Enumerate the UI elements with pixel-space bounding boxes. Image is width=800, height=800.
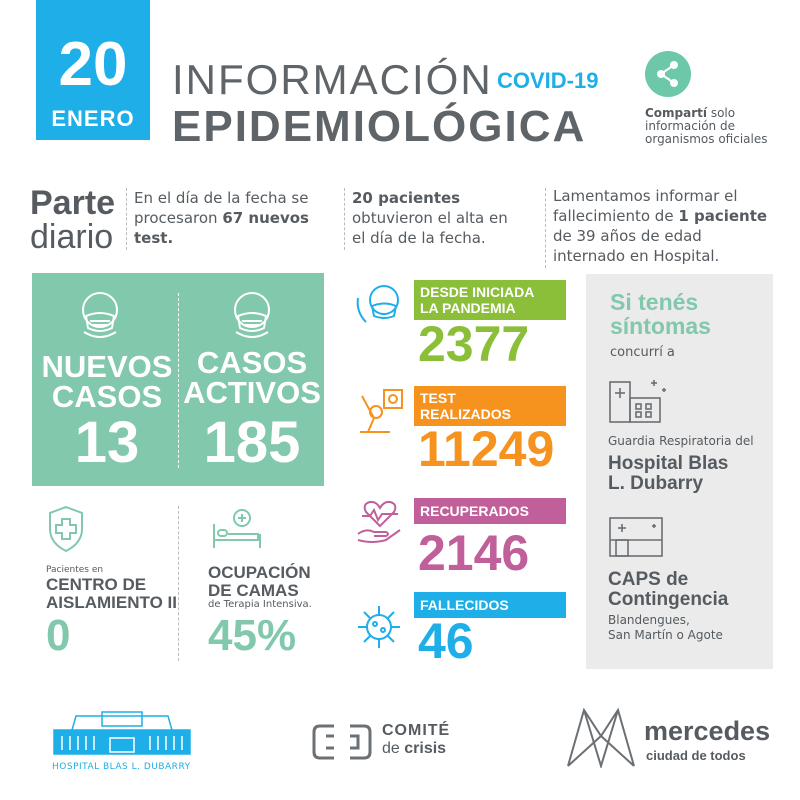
pandemia-value: 2377: [418, 316, 530, 372]
camas-value: 45%: [208, 611, 297, 660]
nuevos-casos-label: NUEVOS CASOS: [41, 349, 173, 414]
lab-test-icon: [354, 388, 408, 440]
camas-label: OCUPACIÓN DE CAMAS: [208, 563, 311, 600]
divider: [344, 188, 345, 250]
title-line2: EPIDEMIOLÓGICA: [172, 102, 587, 151]
aislamiento-small: Pacientes en: [46, 565, 104, 575]
aislamiento-value: 0: [46, 611, 71, 660]
sintomas-panel: [586, 274, 773, 669]
hospital-name: Hospital Blas L. Dubarry: [608, 453, 729, 494]
mercedes-text: mercedes: [644, 716, 771, 746]
divider: [178, 293, 179, 468]
fallecidos-value: 46: [418, 613, 474, 669]
mercedes-subtext: ciudad de todos: [646, 748, 746, 763]
crisis-text: de crisis: [382, 740, 447, 757]
parte-text-fallecimiento: Lamentamos informar el fallecimiento de …: [553, 187, 768, 265]
test-value: 11249: [418, 421, 555, 477]
divider: [545, 188, 546, 268]
concurri-text: concurrí a: [610, 345, 675, 360]
nuevos-casos-value: 13: [74, 410, 140, 475]
divider: [178, 506, 179, 661]
hospital-logo: [52, 710, 192, 762]
caps-building-icon: [608, 516, 666, 562]
hospital-building-icon: [608, 376, 670, 428]
sintomas-title: Si tenés síntomas: [610, 289, 711, 339]
casos-activos-label: CASOS ACTIVOS: [183, 345, 321, 410]
title-line1: INFORMACIÓN: [172, 56, 493, 103]
casos-activos-value: 185: [203, 410, 301, 475]
caps-address: Blandengues, San Martín o Agote: [608, 613, 723, 642]
guardia-text: Guardia Respiratoria del: [608, 434, 754, 448]
hospital-logo-text: HOSPITAL BLAS L. DUBARRY: [52, 762, 191, 772]
parte-title: Parte: [30, 184, 116, 222]
caps-name: CAPS de Contingencia: [608, 569, 729, 610]
divider: [126, 188, 127, 250]
test-tag: TEST REALIZADOS: [414, 386, 566, 426]
date-box: 20 ENERO: [36, 0, 150, 140]
parte-text-altas: 20 pacientes obtuvieron el alta en el dí…: [352, 189, 508, 247]
virus-icon: [356, 604, 402, 654]
medical-shield-icon: [46, 505, 86, 557]
aislamiento-label: CENTRO DE AISLAMIENTO II: [46, 575, 177, 612]
patient-mask-icon: [226, 288, 278, 344]
date-month: ENERO: [51, 106, 135, 131]
share-icon[interactable]: [645, 51, 691, 97]
camas-small: de Terapia Intensiva.: [208, 599, 312, 610]
share-text: Compartí solo información de organismos …: [645, 106, 768, 146]
comite-text: COMITÉ: [382, 722, 451, 739]
recuperados-tag: RECUPERADOS: [414, 498, 566, 524]
date-day: 20: [58, 30, 128, 99]
fallecidos-tag: FALLECIDOS: [414, 592, 566, 618]
diario-title: diario: [30, 218, 114, 256]
heart-hand-icon: [356, 496, 406, 550]
hospital-bed-icon: [212, 508, 262, 554]
pandemia-tag: DESDE INICIADA LA PANDEMIA: [414, 280, 566, 320]
mercedes-logo-icon: [566, 706, 636, 772]
recuperados-value: 2146: [418, 525, 530, 581]
covid-label: COVID-19: [497, 68, 599, 93]
patient-mask-icon: [354, 282, 408, 332]
patient-mask-icon: [74, 288, 126, 344]
parte-text-tests: En el día de la fecha se procesaron 67 n…: [134, 189, 309, 247]
comite-logo-icon: [312, 722, 372, 766]
